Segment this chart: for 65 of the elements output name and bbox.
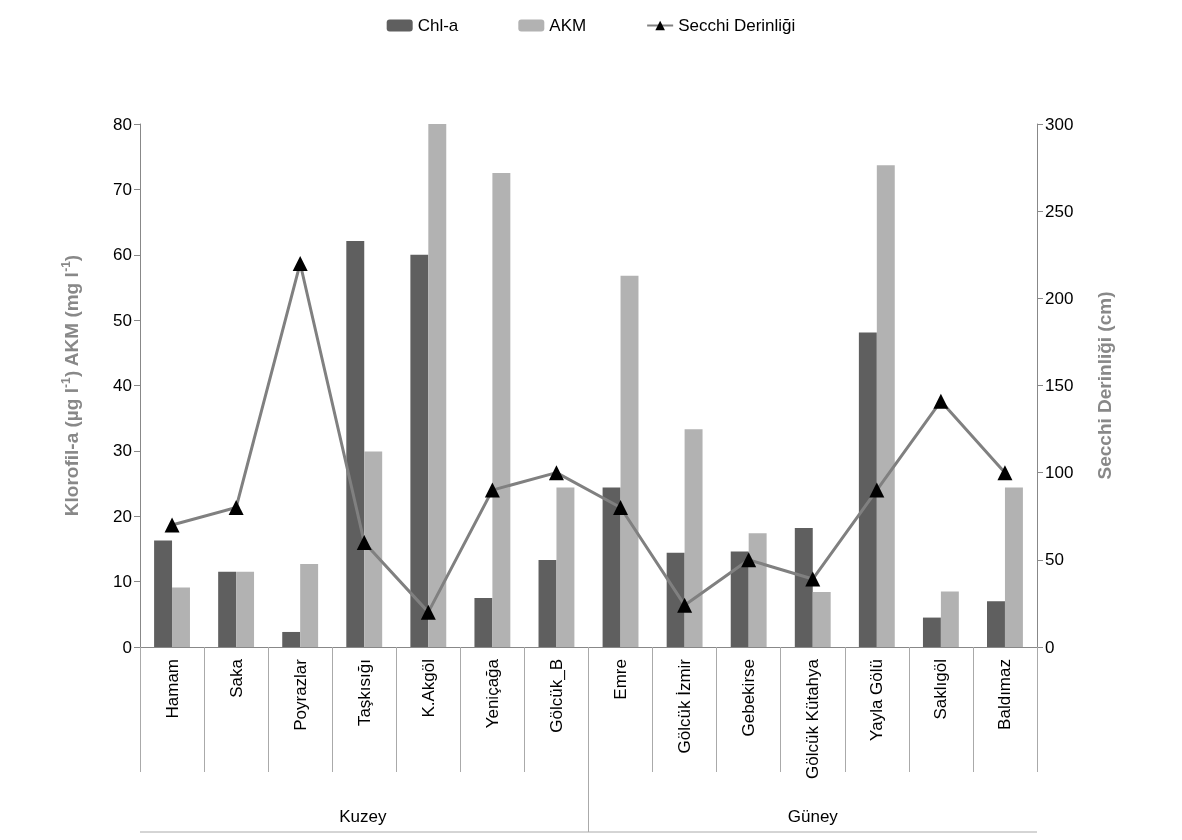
y2-tick-label: 150 <box>1045 376 1074 395</box>
y2-tick-label: 100 <box>1045 463 1074 483</box>
legend-label: Secchi Derinliği <box>678 16 796 35</box>
bar <box>538 560 557 647</box>
bar <box>172 587 190 647</box>
bar <box>236 571 255 647</box>
x-tick-label: Taşkısığı <box>354 659 374 727</box>
bar <box>748 533 767 647</box>
y-tick-label: 0 <box>122 637 132 657</box>
x-tick-label: Poyrazlar <box>290 658 310 731</box>
x-tick-label: Saka <box>226 658 246 698</box>
bar <box>602 487 621 647</box>
bar <box>556 487 575 647</box>
bar <box>410 254 429 647</box>
legend-label: Chl-a <box>417 16 459 35</box>
y-tick-label: 50 <box>113 310 132 330</box>
x-tick-label: K.Akgöl <box>418 659 438 718</box>
y2-tick-label: 250 <box>1045 201 1074 221</box>
text: Güney <box>787 807 839 826</box>
x-tick-label: Yeniçağa <box>482 658 502 729</box>
y2-tick-label: 50 <box>1045 550 1064 570</box>
bar <box>492 173 511 647</box>
bar <box>620 275 639 647</box>
x-tick-label: Saklıgöl <box>931 659 951 720</box>
bar <box>666 552 685 647</box>
y-tick-label: 60 <box>113 245 132 265</box>
bar <box>1004 487 1023 647</box>
bar <box>940 591 959 647</box>
y2-tick-label: 300 <box>1045 114 1074 134</box>
y-tick-label: 10 <box>113 572 132 592</box>
bar <box>154 540 173 647</box>
bar <box>300 563 319 647</box>
x-tick-label: Yayla Gölü <box>867 659 887 741</box>
y-tick-label: 70 <box>113 179 132 199</box>
bar <box>812 592 831 647</box>
bar <box>428 124 447 647</box>
x-tick-label: Gölcük Kütahya <box>803 658 823 780</box>
x-tick-label: Hamam <box>162 659 182 719</box>
y-tick-label: 30 <box>113 441 132 461</box>
bar <box>922 617 941 647</box>
bar <box>858 332 877 647</box>
x-tick-label: Emre <box>611 659 631 700</box>
y-axis-title: Klorofil-a (µg l-1) AKM (mg l-1) <box>59 254 82 517</box>
y-tick-label: 40 <box>113 376 132 395</box>
bar <box>876 165 895 647</box>
bar <box>474 597 493 647</box>
bar <box>987 601 1005 647</box>
x-tick-label: Gölcük İzmir <box>675 658 695 754</box>
x-tick-label: Gölcük_B <box>546 659 566 733</box>
y-tick-label: 20 <box>113 506 132 526</box>
bar <box>282 631 301 647</box>
y2-axis-title: Secchi Derinliği (cm) <box>1094 291 1115 480</box>
bar <box>364 451 383 647</box>
x-tick-label: Gebekirse <box>739 659 759 737</box>
y-tick-label: 80 <box>113 114 132 134</box>
bar <box>218 571 237 647</box>
bar <box>794 528 813 647</box>
legend-label: AKM <box>549 16 587 35</box>
text: Kuzey <box>339 807 387 826</box>
bar <box>730 551 749 647</box>
bar <box>346 241 365 647</box>
x-tick-label: Baldımaz <box>995 659 1015 730</box>
bar <box>684 429 703 647</box>
y2-tick-label: 200 <box>1045 288 1074 308</box>
y2-tick-label: 0 <box>1045 637 1055 657</box>
